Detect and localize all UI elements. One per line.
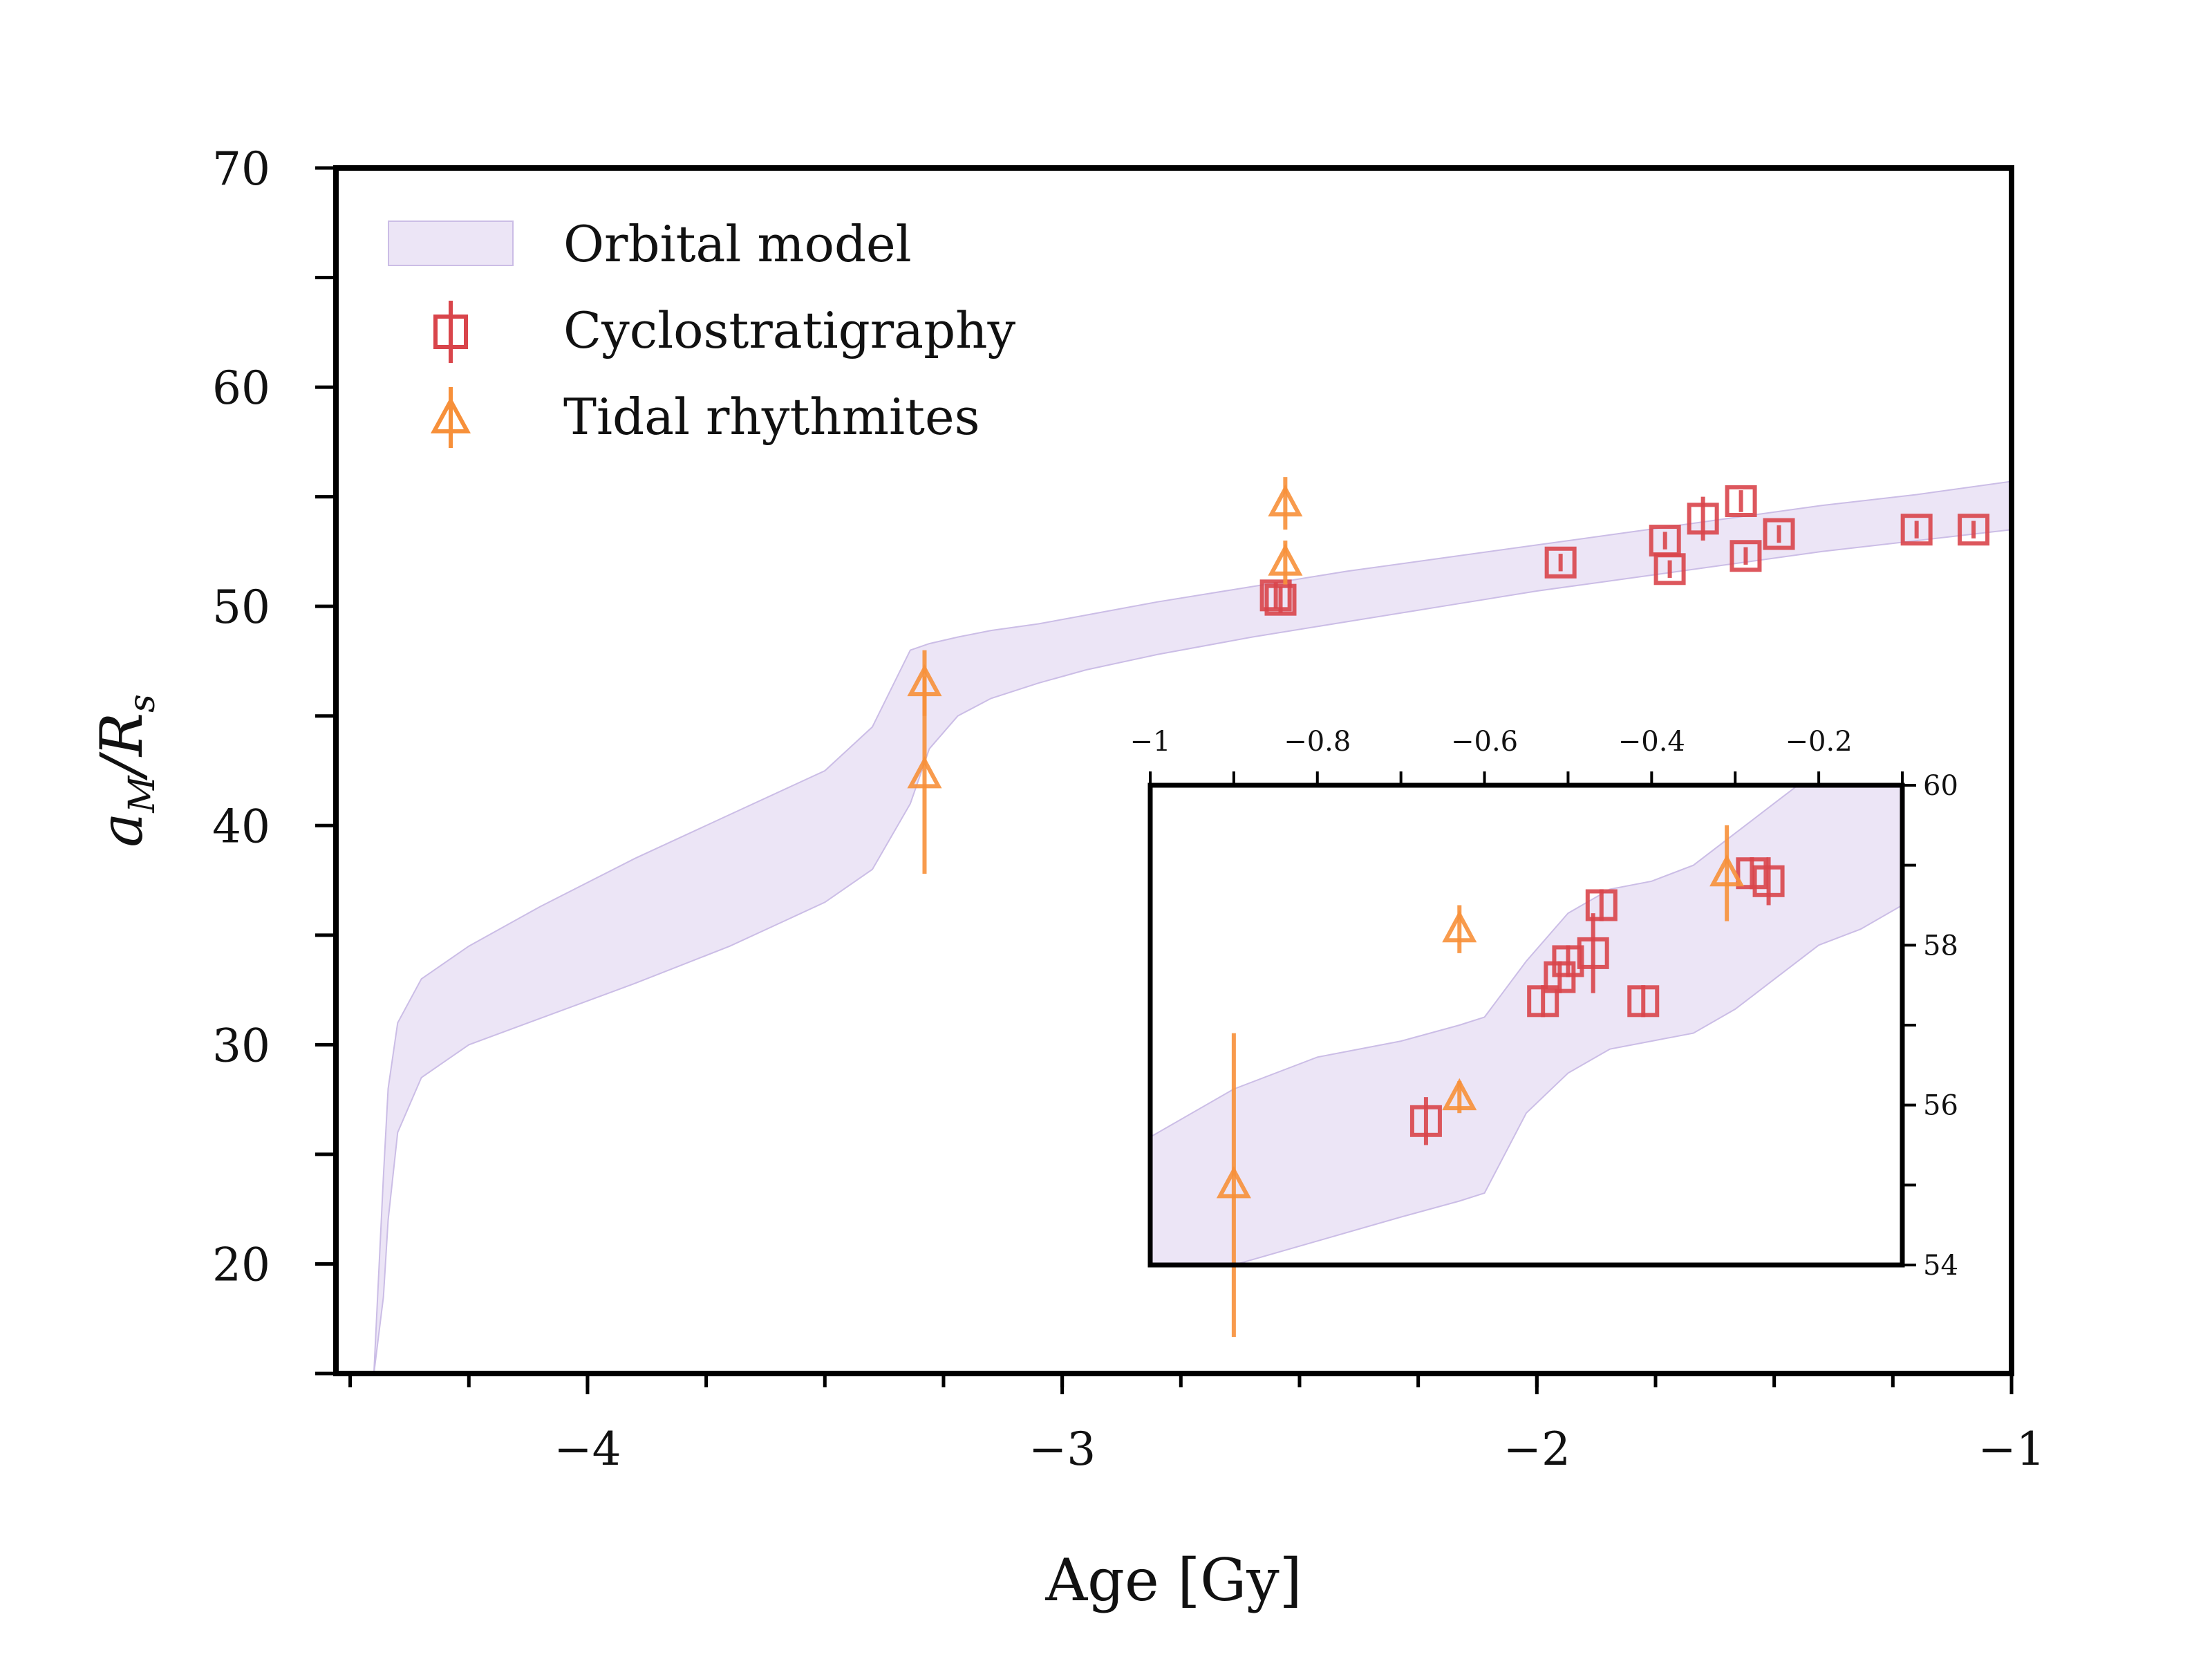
main-plot-frame (333, 165, 2014, 1376)
inset-x-tick-label: −0.2 (1785, 726, 1853, 758)
inset-cyclo-point-8 (1752, 857, 1785, 906)
inset-y-tick-label: 60 (1923, 770, 1958, 802)
cyclo-point-5-marker (1687, 503, 1719, 535)
inset-cyclo-point-2-marker (1544, 961, 1576, 993)
inset-tidal-point-0-marker (1216, 1166, 1251, 1199)
inset-orbital-band (1150, 785, 1902, 1265)
inset-tidal-point-2 (1442, 1078, 1477, 1114)
inset-cyclo-point-4 (1577, 913, 1609, 993)
inset-cyclo-point-5-marker (1585, 889, 1618, 921)
inset-band-layer (1150, 785, 1902, 1265)
inset-tidal-point-0 (1216, 1033, 1251, 1338)
inset-cyclo-point-0-marker (1409, 1105, 1442, 1137)
x-axis-label: Age [Gy] (1045, 1546, 1302, 1614)
y-label-r: /R (88, 713, 156, 781)
inset-y-tick-label: 58 (1923, 930, 1958, 962)
inset-cyclo-point-1 (1527, 985, 1559, 1018)
inset-tidal-point-2-marker (1442, 1078, 1477, 1111)
inset-y-tick-label: 56 (1923, 1090, 1958, 1122)
y-tick-label: 20 (212, 1238, 270, 1291)
x-tick-label: −3 (1029, 1423, 1096, 1476)
cyclo-point-2 (1544, 546, 1577, 579)
inset-y-tick-label: 54 (1923, 1250, 1958, 1282)
tidal-point-2-marker (1268, 484, 1303, 517)
tidal-point-1-marker (907, 756, 942, 789)
inset-frame (1147, 782, 1905, 1268)
cyclo-point-5 (1687, 496, 1719, 541)
inset-cyclo-point-2 (1544, 961, 1576, 993)
inset-tidal-point-1-marker (1442, 910, 1477, 943)
inset-cyclo-point-6 (1627, 985, 1660, 1018)
cyclo-point-10-marker (1958, 514, 1990, 546)
inset-cyclo-point-6-marker (1627, 985, 1660, 1018)
cyclo-point-10 (1958, 514, 1990, 546)
cyclo-point-1-marker (1264, 583, 1297, 616)
legend-tidal-rhythmites: Tidal rhythmites (563, 388, 980, 446)
x-tick-label: −2 (1503, 1423, 1571, 1476)
inset-x-tick-label: −1 (1130, 726, 1171, 758)
inset-cyclo-point-4-marker (1577, 937, 1609, 969)
cyclo-point-4 (1653, 553, 1686, 585)
cyclo-point-7-marker (1730, 540, 1762, 572)
inset-x-tick-label: −0.8 (1284, 726, 1351, 758)
y-tick-label: 50 (212, 581, 270, 634)
main-data-points (907, 477, 1990, 874)
tidal-point-2 (1268, 477, 1303, 530)
legend-cyclostratigraphy: Cyclostratigraphy (563, 301, 1016, 359)
cyclo-point-8 (1763, 518, 1795, 550)
inset-cyclo-point-7 (1736, 857, 1768, 890)
cyclo-point-8-marker (1763, 518, 1795, 550)
inset-band-group (1150, 785, 1902, 1265)
cyclo-point-2-marker (1544, 546, 1577, 579)
x-tick-label: −4 (554, 1423, 621, 1476)
x-tick-label: −1 (1978, 1423, 2045, 1476)
cyclo-point-6 (1725, 485, 1757, 517)
inset-tidal-point-3-marker (1709, 854, 1745, 887)
cyclo-point-6-marker (1725, 485, 1757, 517)
legend-cyclo-marker (433, 301, 468, 363)
y-tick-label: 60 (212, 362, 270, 415)
cyclo-point-0-marker (1259, 579, 1292, 612)
inset-tidal-point-3 (1709, 825, 1745, 921)
cyclo-point-4-marker (1653, 553, 1686, 585)
tidal-point-3 (1268, 541, 1303, 585)
legend-orbital-model: Orbital model (563, 215, 912, 273)
inset-cyclo-point-3 (1552, 945, 1584, 977)
legend-tidal-marker (430, 387, 471, 448)
inset-cyclo-point-8-marker (1752, 865, 1785, 897)
inset-x-tick-label: −0.4 (1618, 726, 1685, 758)
y-label-s: s (122, 694, 163, 713)
inset-cyclo-point-1-marker (1527, 985, 1559, 1018)
main-axis-ticks: −4 −3 −2 −1 20 30 40 50 60 70 (212, 142, 2045, 1476)
legend: Orbital model Cyclostratigraphy Tidal rh… (388, 215, 1016, 448)
inset-cyclo-point-3-marker (1552, 945, 1584, 977)
inset-tidal-point-1 (1442, 905, 1477, 953)
y-label-a: a (88, 813, 156, 847)
y-label-m: M (122, 775, 163, 814)
inset-axis-ticks: −1 −0.8 −0.6 −0.4 −0.2 54 56 58 60 (1130, 726, 1958, 1282)
y-axis-label: aM/Rs (88, 694, 163, 847)
tidal-point-3-marker (1268, 543, 1303, 576)
y-tick-label: 30 (212, 1019, 270, 1072)
y-tick-label: 70 (212, 142, 270, 196)
inset-cyclo-point-5 (1585, 889, 1618, 921)
inset-cyclo-point-7-marker (1736, 857, 1768, 890)
inset-cyclo-point-0 (1409, 1097, 1442, 1145)
inset-data-points (1216, 825, 1785, 1338)
cyclo-point-9-marker (1900, 514, 1933, 546)
legend-band-swatch (388, 221, 514, 266)
inset-x-tick-label: −0.6 (1451, 726, 1518, 758)
cyclo-point-9 (1900, 514, 1933, 546)
y-tick-label: 40 (212, 800, 270, 853)
cyclo-point-1 (1264, 583, 1297, 616)
cyclo-point-7 (1730, 540, 1762, 572)
tidal-point-1 (907, 676, 942, 874)
